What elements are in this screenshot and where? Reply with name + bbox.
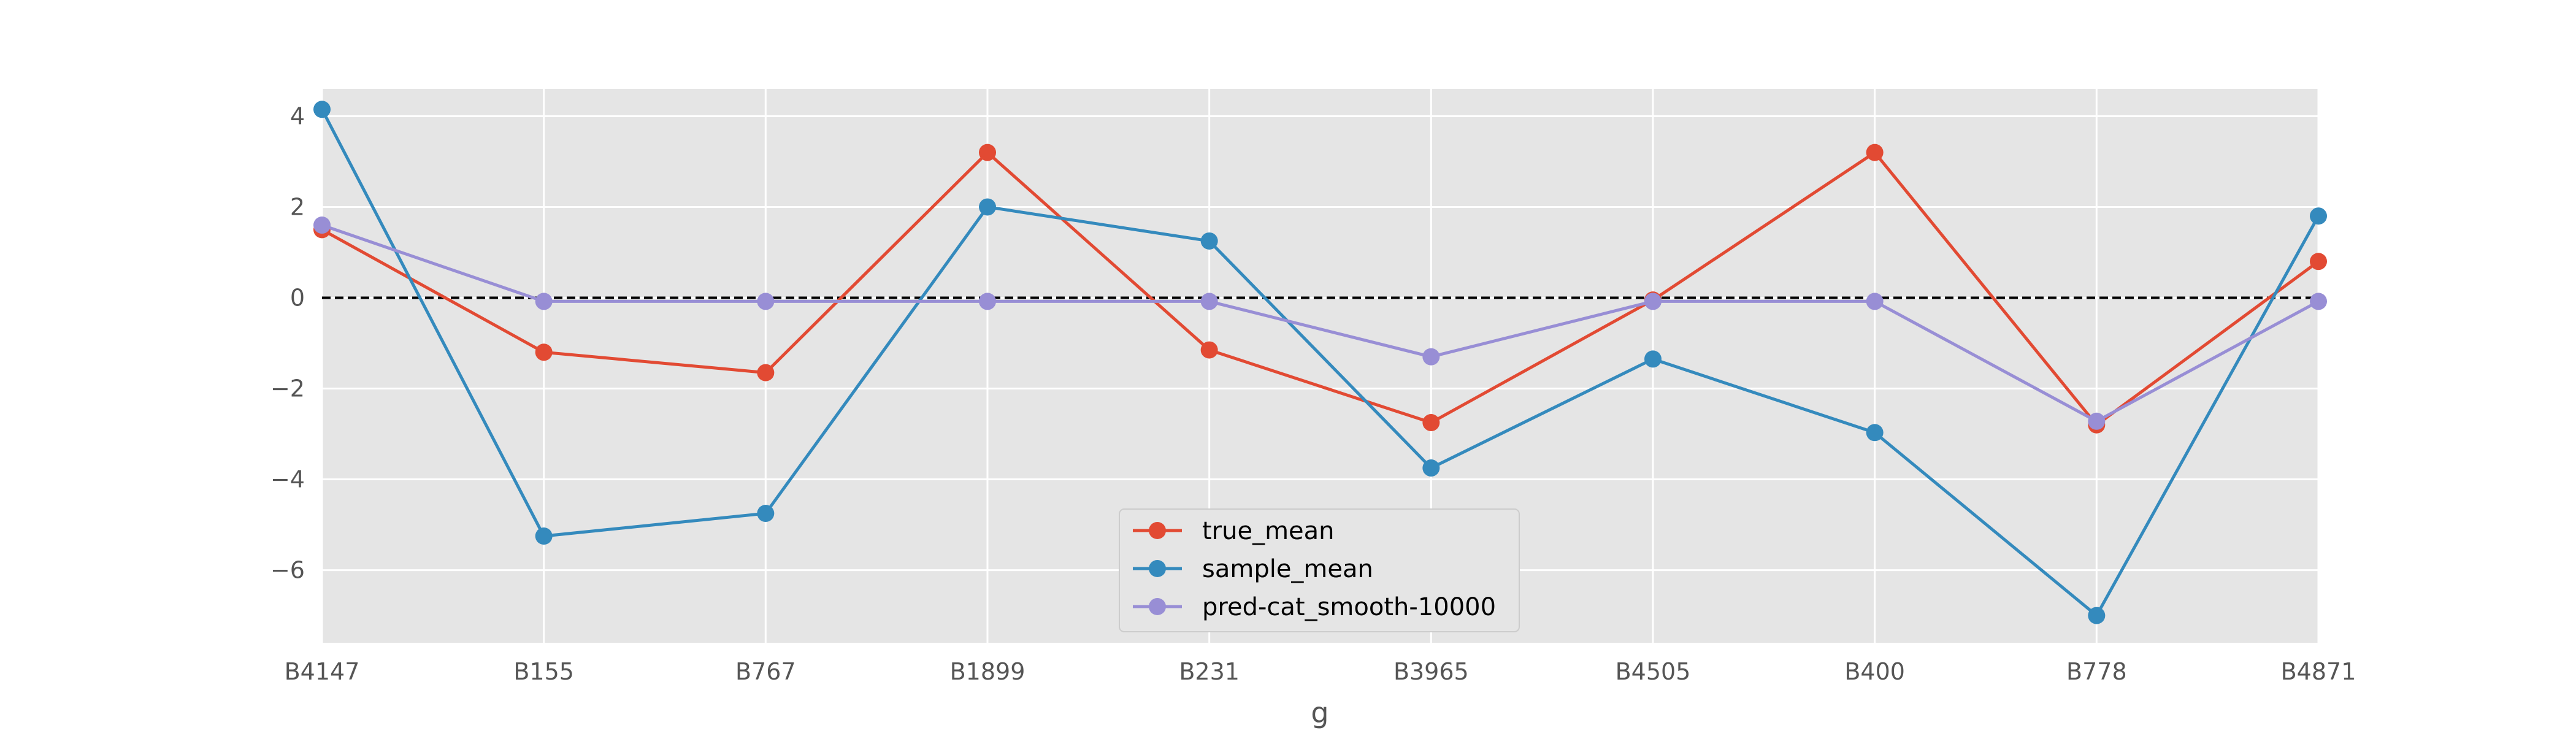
- y-tick-label: −4: [270, 466, 305, 493]
- data-point: [535, 293, 553, 310]
- y-tick-label: −6: [270, 557, 305, 584]
- data-point: [313, 217, 331, 234]
- x-tick-label: B4871: [2281, 658, 2356, 685]
- series-line: [320, 109, 2320, 618]
- y-tick-label: 4: [290, 102, 305, 129]
- legend-marker: [1149, 598, 1166, 615]
- x-tick-label: B767: [735, 658, 796, 685]
- data-point: [1422, 459, 1440, 477]
- series-group: [313, 101, 2327, 624]
- data-point: [1866, 293, 1884, 310]
- data-point: [2088, 607, 2106, 624]
- legend-label: true_mean: [1202, 517, 1335, 545]
- legend-marker: [1149, 522, 1166, 539]
- x-tick-label: B231: [1179, 658, 1240, 685]
- data-point: [2088, 412, 2106, 430]
- x-tick-label: B4147: [285, 658, 360, 685]
- y-tick-label: 2: [290, 193, 305, 220]
- x-tick-label: B778: [2066, 658, 2127, 685]
- data-point: [1422, 348, 1440, 366]
- data-point: [1866, 144, 1884, 161]
- data-point: [1200, 293, 1218, 310]
- y-tick-label: 0: [290, 284, 305, 311]
- legend-label: sample_mean: [1202, 555, 1373, 583]
- data-point: [757, 293, 775, 310]
- y-tick-label: −2: [270, 375, 305, 402]
- tick-labels: 4 2 0 −2 −4 −6 B4147 B155 B767 B1899 B231 B3965 B450…: [270, 102, 2356, 685]
- data-point: [1644, 293, 1662, 310]
- data-point: [979, 293, 996, 310]
- series-2: [313, 217, 2327, 430]
- data-point: [979, 198, 996, 216]
- legend-marker: [1149, 560, 1166, 577]
- legend-label: pred-cat_smooth-10000: [1202, 593, 1496, 621]
- x-tick-label: B3965: [1393, 658, 1469, 685]
- x-axis-label: g: [1311, 696, 1328, 729]
- data-point: [535, 343, 553, 361]
- series-line: [321, 223, 2320, 423]
- data-point: [757, 364, 775, 381]
- data-point: [1866, 424, 1884, 442]
- x-tick-label: B1899: [950, 658, 1025, 685]
- data-point: [757, 505, 775, 523]
- legend-item: sample_mean: [1133, 555, 1373, 583]
- data-point: [2310, 207, 2327, 225]
- data-point: [1644, 350, 1662, 368]
- data-point: [2310, 293, 2327, 310]
- data-point: [1200, 341, 1218, 359]
- x-tick-label: B400: [1844, 658, 1905, 685]
- legend-item: pred-cat_smooth-10000: [1133, 593, 1496, 621]
- series-line: [321, 151, 2320, 427]
- data-point: [535, 527, 553, 545]
- x-tick-label: B155: [513, 658, 574, 685]
- data-point: [313, 101, 331, 118]
- data-point: [1422, 414, 1440, 432]
- data-point: [979, 144, 996, 161]
- legend-item: true_mean: [1133, 517, 1335, 545]
- data-point: [1200, 232, 1218, 250]
- legend: true_mean sample_mean pred-cat_smooth-1000…: [1119, 508, 1520, 632]
- legend-box: [1119, 508, 1520, 632]
- x-tick-label: B4505: [1616, 658, 1691, 685]
- series-1: [313, 101, 2327, 624]
- data-point: [2310, 253, 2327, 270]
